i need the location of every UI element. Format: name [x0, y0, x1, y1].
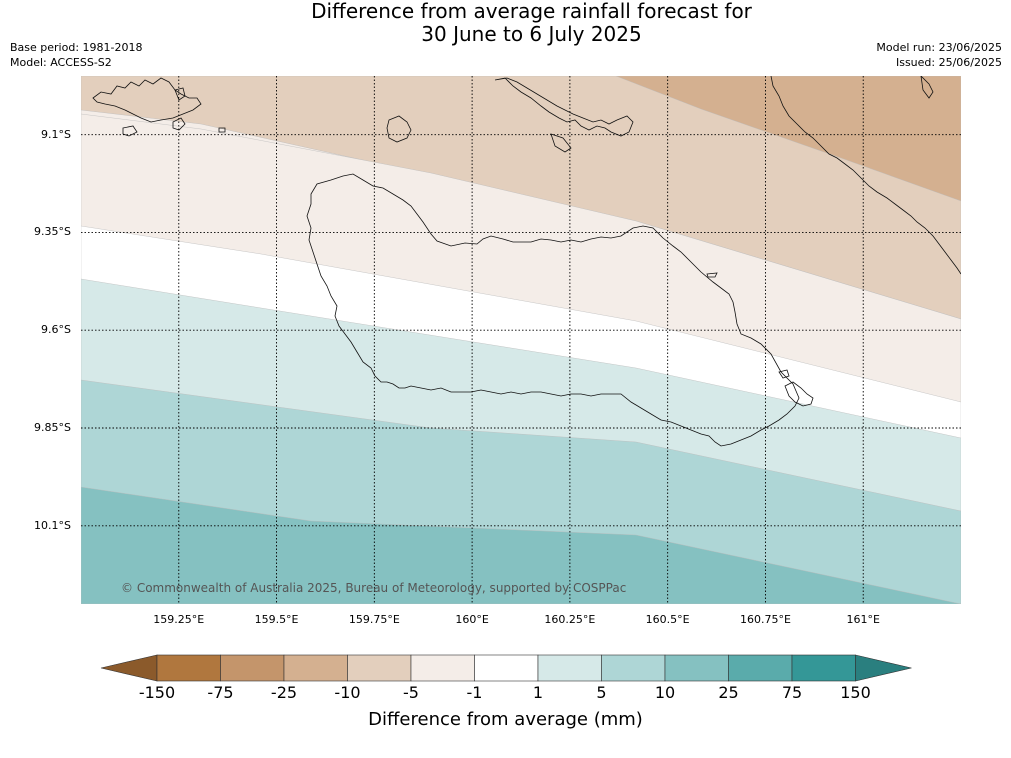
east-islet-small — [778, 369, 790, 379]
colorbar-tick-label: -5 — [403, 683, 419, 702]
latitude-label: 9.1°S — [41, 127, 71, 141]
band-minus-25-corner — [615, 76, 961, 202]
longitude-label: 160.25°E — [544, 613, 596, 626]
title-line-1: Difference from average rainfall forecas… — [311, 0, 752, 23]
north-islet — [550, 133, 572, 153]
title-line-2: 30 June to 6 July 2025 — [421, 22, 642, 46]
coastlines — [92, 76, 961, 447]
copyright-notice: © Commonwealth of Australia 2025, Bureau… — [121, 581, 627, 595]
longitude-label: 161°E — [846, 613, 880, 626]
colorbar-segment — [728, 654, 793, 682]
colorbar-segment — [347, 654, 412, 682]
map-title: Difference from average rainfall forecas… — [0, 0, 1011, 46]
meta-left: Base period: 1981-2018 Model: ACCESS-S2 — [10, 40, 142, 70]
east-islet — [784, 381, 814, 407]
colorbar-under-arrow — [100, 654, 158, 682]
model-name: Model: ACCESS-S2 — [10, 56, 112, 69]
colorbar-segment — [474, 654, 539, 682]
round-island — [386, 115, 412, 143]
longitude-label: 159.25°E — [153, 613, 205, 626]
colorbar-segment — [156, 654, 221, 682]
colorbar-tick-label: -25 — [270, 683, 298, 702]
colorbar-title: Difference from average (mm) — [368, 709, 643, 730]
meta-right: Model run: 23/06/2025 Issued: 25/06/2025 — [876, 40, 1002, 70]
longitude-label: 160°E — [455, 613, 489, 626]
island-outline — [306, 173, 800, 447]
rainfall-map — [81, 76, 961, 604]
ne-islet — [920, 76, 934, 99]
nw-islands — [92, 77, 202, 123]
colorbar-segment — [664, 654, 729, 682]
north-islands — [494, 77, 634, 137]
colorbar-segment — [410, 654, 475, 682]
longitude-label: 160.5°E — [645, 613, 690, 626]
latitude-label: 9.85°S — [34, 421, 71, 434]
nw-islet-3 — [174, 87, 186, 101]
colorbar-segment — [601, 654, 666, 682]
longitude-label: 159.5°E — [254, 613, 299, 626]
colorbar-segment — [537, 654, 602, 682]
colorbar-tick-label: -10 — [334, 683, 361, 702]
base-period: Base period: 1981-2018 — [10, 41, 143, 54]
model-run: Model run: 23/06/2025 — [876, 41, 1002, 54]
band-plus-10 — [81, 486, 961, 604]
colorbar-tick-label: -150 — [138, 683, 176, 702]
colorbar-tick-label: 10 — [654, 683, 676, 702]
colorbar-tick-label: -1 — [466, 683, 483, 702]
nw-islet-4 — [218, 127, 226, 133]
colorbar-tick-label: -75 — [207, 683, 234, 702]
nw-islet-1 — [122, 125, 138, 137]
colorbar-segment — [220, 654, 285, 682]
colorbar-tick-label: 25 — [718, 683, 739, 702]
colorbar-tick-label: 150 — [840, 683, 871, 702]
latitude-label: 10.1°S — [34, 518, 71, 532]
latitude-label: 9.6°S — [41, 323, 71, 337]
colorbar — [100, 654, 912, 682]
issued-date: Issued: 25/06/2025 — [895, 56, 1002, 69]
ne-coastline — [770, 76, 961, 275]
colorbar-tick-label: 5 — [596, 683, 607, 702]
colorbar-tick-label: 75 — [781, 683, 803, 702]
tiny-islet — [706, 272, 718, 278]
colorbar-tick-label: 1 — [532, 683, 544, 702]
graticule — [81, 76, 961, 604]
colorbar-segment — [283, 654, 348, 682]
latitude-label: 9.35°S — [34, 225, 71, 239]
nw-islet-2 — [172, 117, 186, 131]
colorbar-segment — [791, 654, 856, 682]
longitude-label: 159.75°E — [348, 613, 400, 626]
colorbar-over-arrow — [855, 654, 912, 682]
longitude-label: 160.75°E — [739, 613, 791, 626]
